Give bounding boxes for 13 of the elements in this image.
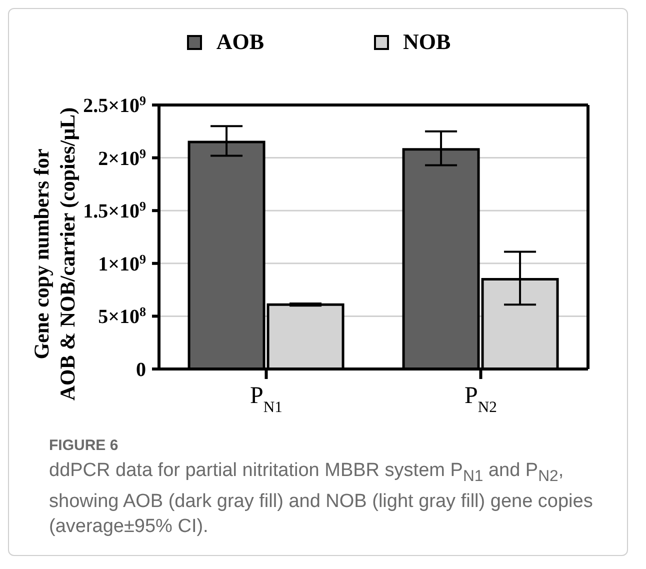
y-axis-title: Gene copy numbers for AOB & NOB/carrier (copies/μL): [29, 107, 81, 401]
y-tick-label: 2.5×10$^{9}$: [83, 92, 146, 117]
y-tick-label: 1.5×10$^{9}$: [83, 198, 146, 223]
caption: FIGURE 6: [49, 437, 120, 454]
legend-label: NOB: [402, 29, 451, 55]
y-tick-label: 2×10$^{9}$: [98, 145, 146, 170]
x-tick-label: P$_{N1}$: [250, 383, 282, 416]
x-tick-label: P$_{N2}$: [464, 383, 497, 416]
y-tick-label: 0: [136, 359, 146, 381]
legend-label: AOB: [215, 29, 264, 55]
text: ddPCR data for partial nitritation MBBR system P$_{N1}$ and P$_{N2}$, showing AOB (dark gray fill) and NOB (light gray fill) gene copies (average±95% CI).: [49, 459, 594, 539]
y-tick-label: 5×10$^{8}$: [98, 304, 146, 328]
y-tick-label: 1×10$^{9}$: [98, 250, 146, 276]
